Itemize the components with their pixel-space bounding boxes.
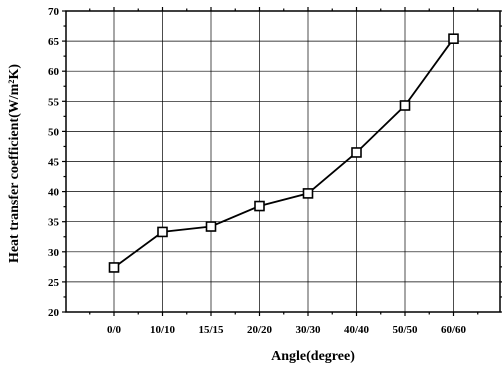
data-point	[448, 33, 459, 44]
y-tick-label: 30	[48, 247, 60, 259]
series-markers	[108, 33, 459, 273]
data-point	[254, 200, 265, 212]
data-point	[157, 226, 168, 238]
y-tick-label: 70	[48, 6, 60, 18]
axis-ticks	[62, 7, 502, 316]
x-tick-label: 10/10	[150, 324, 176, 336]
y-tick-labels: 20 25 30 35 40 45 50 55 60 65 70	[48, 6, 60, 319]
grid	[66, 11, 500, 312]
data-point	[205, 221, 217, 232]
x-tick-label: 30/30	[295, 324, 321, 336]
y-tick-label: 65	[48, 36, 60, 48]
x-tick-label: 50/50	[392, 324, 418, 336]
x-tick-label: 0/0	[107, 324, 122, 336]
y-tick-label: 55	[48, 96, 60, 108]
y-tick-label: 25	[48, 277, 60, 289]
y-tick-label: 45	[48, 157, 60, 169]
data-point	[399, 100, 411, 111]
data-point	[351, 147, 362, 158]
x-axis-title: Angle(degree)	[271, 349, 355, 364]
data-point	[108, 262, 120, 273]
y-axis-title: Heat transfer coefficient(W/m²K)	[7, 64, 22, 263]
x-tick-label: 20/20	[247, 324, 273, 336]
x-tick-label: 15/15	[198, 324, 224, 336]
data-point	[302, 188, 314, 199]
y-tick-label: 50	[48, 126, 60, 138]
y-tick-label: 35	[48, 217, 60, 229]
x-tick-labels: 0/0 10/10 15/15 20/20 30/30 40/40 50/50 60/60	[107, 324, 467, 336]
y-tick-label: 20	[48, 307, 60, 319]
x-tick-label: 40/40	[344, 324, 370, 336]
y-tick-label: 60	[48, 66, 60, 78]
x-tick-label: 60/60	[441, 324, 467, 336]
series-line	[113, 38, 455, 269]
y-tick-label: 40	[48, 187, 60, 199]
